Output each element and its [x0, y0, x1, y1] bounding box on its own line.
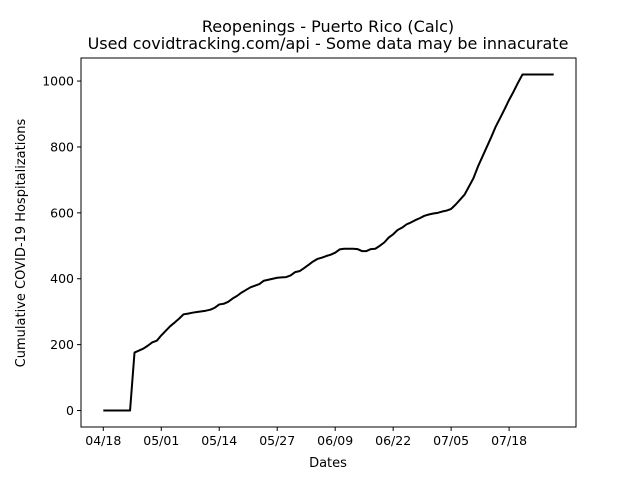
series-line-0: [103, 73, 554, 412]
x-tick-label: 05/14: [201, 433, 237, 448]
y-tick-label: 200: [50, 337, 74, 352]
x-tick-label: 06/09: [317, 433, 353, 448]
x-tick-label: 04/18: [85, 433, 121, 448]
x-tick-label: 07/18: [491, 433, 527, 448]
plot-area: 04/18 05/01 05/14 05/27 06/09 06/22 07/05 07/18…: [42, 57, 577, 448]
y-tick-label: 1000: [42, 74, 74, 89]
y-tick-label: 0: [66, 403, 74, 418]
x-tick-label: 05/27: [259, 433, 295, 448]
x-axis-label: Dates: [309, 456, 347, 471]
y-tick-label: 600: [50, 205, 74, 220]
x-tick-label: 06/22: [375, 433, 411, 448]
y-tick-label: 800: [50, 139, 74, 154]
y-axis-label: Cumulative COVID-19 Hospitalizations: [14, 118, 29, 367]
chart-subtitle: Used covidtracking.com/api - Some data m…: [88, 34, 569, 53]
chart-title: Reopenings - Puerto Rico (Calc): [202, 17, 454, 36]
y-tick-label: 400: [50, 271, 74, 286]
x-tick-label: 07/05: [433, 433, 469, 448]
x-tick-label: 05/01: [143, 433, 179, 448]
plot-frame: [80, 57, 577, 428]
